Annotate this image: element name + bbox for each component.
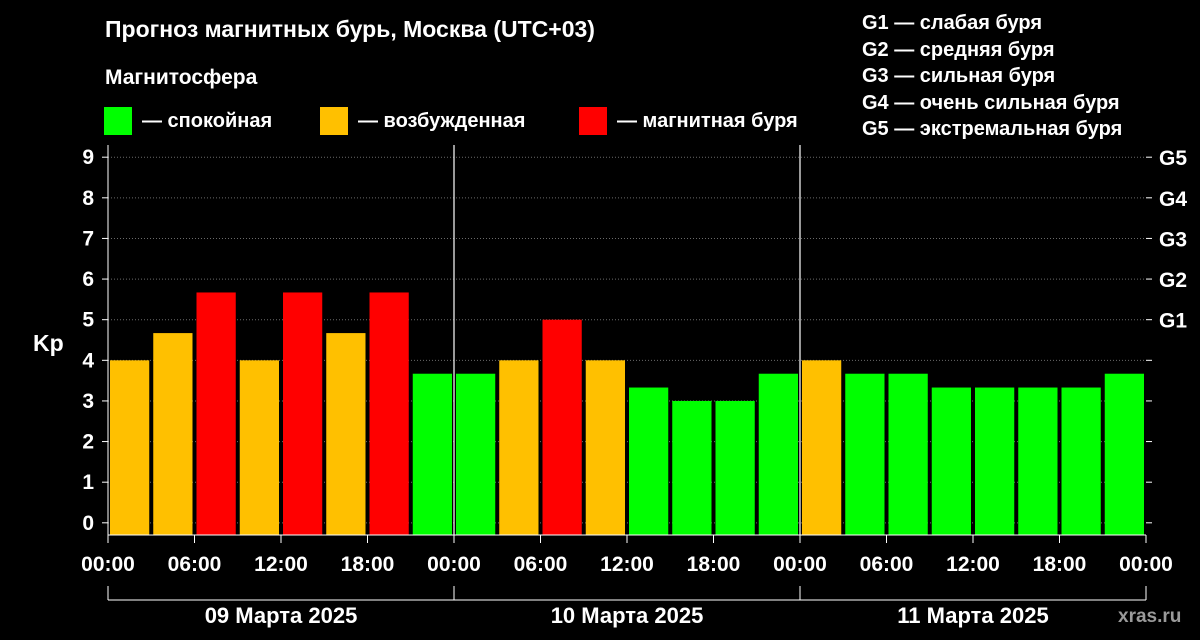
- g-tick-label: G5: [1159, 147, 1187, 170]
- x-tick-label: 18:00: [1033, 553, 1087, 576]
- g-scale-g4: G4 — очень сильная буря: [862, 91, 1120, 114]
- kp-bar: [412, 373, 452, 535]
- x-tick-label: 18:00: [687, 553, 741, 576]
- x-tick-label: 06:00: [168, 553, 222, 576]
- g-tick-label: G2: [1159, 269, 1187, 292]
- y-tick-label: 2: [82, 431, 94, 454]
- y-tick-label: 8: [82, 187, 94, 210]
- x-tick-label: 12:00: [946, 553, 1000, 576]
- kp-bar: [585, 360, 625, 535]
- kp-bar: [1061, 387, 1101, 535]
- legend-item-excited: — возбужденная: [320, 107, 525, 135]
- x-tick-label: 00:00: [1119, 553, 1173, 576]
- kp-bar: [1104, 373, 1144, 535]
- x-tick-label: 12:00: [254, 553, 308, 576]
- kp-bar: [326, 333, 366, 535]
- y-tick-label: 0: [82, 512, 94, 535]
- kp-bar: [802, 360, 842, 535]
- y-tick-label: 9: [82, 146, 94, 169]
- g-tick-label: G4: [1159, 188, 1187, 211]
- g-scale-g5: G5 — экстремальная буря: [862, 118, 1123, 140]
- kp-bar: [153, 333, 193, 535]
- kp-bar: [1018, 387, 1058, 535]
- legend-label-excited: — возбужденная: [358, 109, 526, 132]
- y-tick-label: 6: [82, 268, 94, 291]
- x-tick-label: 06:00: [860, 553, 914, 576]
- g-tick-label: G1: [1159, 310, 1187, 333]
- kp-bar: [110, 360, 150, 535]
- y-tick-label: 1: [82, 471, 94, 494]
- kp-bar: [672, 400, 712, 535]
- kp-bar: [758, 373, 798, 535]
- y-tick-label: 7: [82, 227, 94, 250]
- g-scale-g1: G1 — слабая буря: [862, 12, 1043, 34]
- legend-item-storm: — магнитная буря: [579, 107, 798, 135]
- legend-item-quiet: — спокойная: [104, 107, 272, 135]
- legend-swatch-quiet: [104, 107, 132, 135]
- x-tick-label: 00:00: [427, 553, 481, 576]
- x-tick-label: 12:00: [600, 553, 654, 576]
- legend-label-storm: — магнитная буря: [617, 109, 798, 132]
- x-tick-label: 18:00: [341, 553, 395, 576]
- kp-bar: [931, 387, 971, 535]
- chart-title: Прогноз магнитных бурь, Москва (UTC+03): [105, 16, 595, 42]
- g-scale-g3: G3 — сильная буря: [862, 65, 1056, 87]
- kp-bar: [888, 373, 928, 535]
- y-tick-label: 3: [82, 390, 94, 413]
- x-tick-label: 00:00: [81, 553, 135, 576]
- y-axis-label: Kp: [33, 330, 64, 356]
- kp-bar: [715, 400, 755, 535]
- y-tick-label: 5: [82, 309, 94, 332]
- watermark: xras.ru: [1118, 606, 1182, 627]
- kp-bar: [369, 292, 409, 535]
- g-scale-legend: G1 — слабая буря G2 — средняя буря G3 — …: [862, 10, 1122, 143]
- kp-bar: [239, 360, 279, 535]
- kp-bar: [196, 292, 236, 535]
- kp-bar: [283, 292, 323, 535]
- g-scale-g2: G2 — средняя буря: [862, 38, 1055, 61]
- kp-bar: [629, 387, 669, 535]
- day-label: 10 Марта 2025: [551, 603, 704, 628]
- day-label: 09 Марта 2025: [205, 603, 358, 628]
- kp-bar: [542, 319, 582, 535]
- kp-bar: [975, 387, 1015, 535]
- x-tick-label: 06:00: [514, 553, 568, 576]
- kp-bar: [456, 373, 496, 535]
- kp-bar: [845, 373, 885, 535]
- legend-title: Магнитосфера: [105, 66, 258, 89]
- day-label: 11 Марта 2025: [897, 603, 1048, 628]
- legend-swatch-storm: [579, 107, 607, 135]
- y-tick-label: 4: [82, 349, 94, 372]
- x-tick-label: 00:00: [773, 553, 827, 576]
- legend-label-quiet: — спокойная: [142, 109, 273, 132]
- legend-swatch-excited: [320, 107, 348, 135]
- g-tick-label: G3: [1159, 228, 1187, 251]
- kp-bar: [499, 360, 539, 535]
